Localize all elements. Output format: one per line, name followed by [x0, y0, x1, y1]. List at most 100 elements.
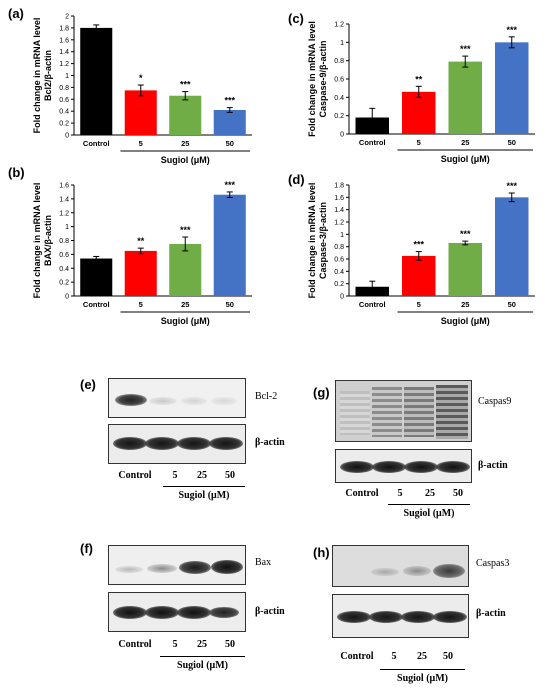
y-tick-label-d-9: 1.8 [334, 183, 344, 190]
panel-label-f: (f) [80, 541, 93, 556]
significance-c-1: ** [415, 74, 423, 84]
band-actin-g-2 [372, 461, 406, 473]
band-bax-control [115, 566, 143, 573]
y-axis-label-d-1: Caspase-3/β-actin [318, 202, 328, 279]
x-tick-label-a-1: 5 [139, 139, 143, 148]
band-bcl2-5 [149, 397, 177, 405]
bar-c-3 [495, 42, 529, 135]
significance-c-3: *** [506, 25, 517, 35]
y-tick-label-a-6: 1.2 [59, 61, 69, 68]
group-label-chart-c: Sugiol (μM) [441, 154, 490, 164]
band-actin-e-1 [113, 437, 147, 450]
significance-d-3: *** [506, 181, 517, 191]
smear-caspase9-control [340, 391, 370, 435]
band-actin-g-4 [436, 461, 470, 473]
lane-label-h-50: 50 [443, 651, 453, 662]
y-tick-label-b-1: 0.2 [59, 280, 69, 287]
band-actin-f-3 [177, 606, 211, 619]
band-actin-f-2 [145, 606, 179, 619]
lane-label-f-25: 25 [197, 639, 207, 650]
lane-label-e-25: 25 [197, 470, 207, 481]
group-line-e [163, 486, 245, 487]
panel-label-d: (d) [288, 172, 305, 187]
significance-b-3: *** [224, 180, 235, 190]
group-label-f: Sugiol (μM) [177, 660, 228, 671]
band-actin-h-3 [401, 611, 435, 623]
y-tick-label-c-0: 0 [340, 132, 344, 139]
band-actin-e-2 [145, 437, 179, 450]
y-tick-label-a-2: 0.4 [59, 109, 69, 116]
lane-label-g-25: 25 [425, 488, 435, 499]
blot-label-caspase3: Caspas3 [476, 558, 510, 569]
y-tick-label-c-3: 0.6 [334, 77, 344, 84]
y-tick-label-d-0: 0 [340, 294, 344, 301]
blot-caspase3 [332, 545, 469, 587]
group-label-e: Sugiol (μM) [178, 490, 230, 501]
significance-b-1: ** [137, 236, 145, 246]
panel-label-c: (c) [288, 11, 304, 26]
y-tick-label-a-7: 1.4 [59, 49, 69, 56]
smear-caspase9-5 [372, 387, 402, 437]
lane-label-e-control: Control [118, 470, 152, 481]
blot-label-actin-g: β-actin [478, 460, 508, 471]
bar-c-1 [402, 91, 436, 134]
y-axis-label-b-1: BAX/β-actin [43, 215, 53, 266]
band-bax-25 [179, 561, 211, 574]
lane-label-g-5: 5 [397, 488, 403, 499]
lane-label-e-50: 50 [225, 470, 235, 481]
y-axis-label-c-0: Fold change in mRNA level [307, 21, 317, 137]
band-bcl2-control [115, 394, 147, 406]
band-bax-5 [147, 564, 177, 573]
y-tick-label-d-6: 1.2 [334, 220, 344, 227]
band-caspase3-50 [433, 564, 465, 578]
y-axis-label-a-0: Fold change in mRNA level [32, 18, 42, 134]
x-tick-label-d-1: 5 [417, 300, 421, 309]
y-tick-label-d-7: 1.4 [334, 207, 344, 214]
lane-label-h-control: Control [340, 651, 374, 662]
smear-caspase9-25 [404, 387, 434, 437]
band-actin-h-1 [337, 611, 371, 623]
x-tick-label-c-2: 25 [461, 138, 469, 147]
y-tick-label-a-3: 0.6 [59, 97, 69, 104]
blot-label-actin-e: β-actin [255, 437, 285, 448]
blot-label-actin-f: β-actin [255, 606, 285, 617]
band-actin-f-4 [209, 607, 239, 618]
bar-d-1 [402, 255, 436, 296]
bar-a-0 [80, 27, 113, 135]
blot-actin-h [332, 594, 469, 638]
panel-label-h: (h) [313, 545, 330, 560]
band-actin-h-4 [433, 611, 467, 623]
significance-d-1: *** [413, 240, 424, 250]
y-tick-label-a-10: 2 [65, 14, 69, 21]
lane-label-h-25: 25 [417, 651, 427, 662]
blot-label-bcl2: Bcl-2 [255, 391, 278, 402]
lane-label-g-control: Control [345, 488, 379, 499]
smear-caspase9-50 [436, 385, 468, 439]
x-tick-label-a-0: Control [83, 139, 110, 148]
group-line-g [388, 504, 470, 505]
y-tick-label-d-4: 0.8 [334, 244, 344, 251]
panel-label-b: (b) [8, 165, 25, 180]
y-tick-label-a-9: 1.8 [59, 25, 69, 32]
y-tick-label-a-5: 1 [65, 73, 69, 80]
band-actin-e-4 [209, 437, 243, 450]
blot-bax [108, 545, 246, 585]
y-tick-label-b-0: 0 [65, 294, 69, 301]
group-label-h: Sugiol (μM) [397, 673, 448, 684]
x-tick-label-d-0: Control [359, 300, 386, 309]
x-tick-label-b-0: Control [83, 300, 110, 309]
y-tick-label-b-6: 1.2 [59, 210, 69, 217]
x-tick-label-d-2: 25 [461, 300, 469, 309]
y-axis-label-a-1: Bcl2/β-actin [43, 50, 53, 101]
band-actin-g-3 [404, 461, 438, 473]
lane-label-g-50: 50 [453, 488, 463, 499]
y-tick-label-c-2: 0.4 [334, 95, 344, 102]
group-label-chart-b: Sugiol (μM) [161, 316, 210, 326]
y-tick-label-b-7: 1.4 [59, 196, 69, 203]
bar-b-3 [213, 194, 246, 296]
x-tick-label-c-0: Control [359, 138, 386, 147]
y-tick-label-c-5: 1 [340, 40, 344, 47]
x-tick-label-b-3: 50 [226, 300, 234, 309]
